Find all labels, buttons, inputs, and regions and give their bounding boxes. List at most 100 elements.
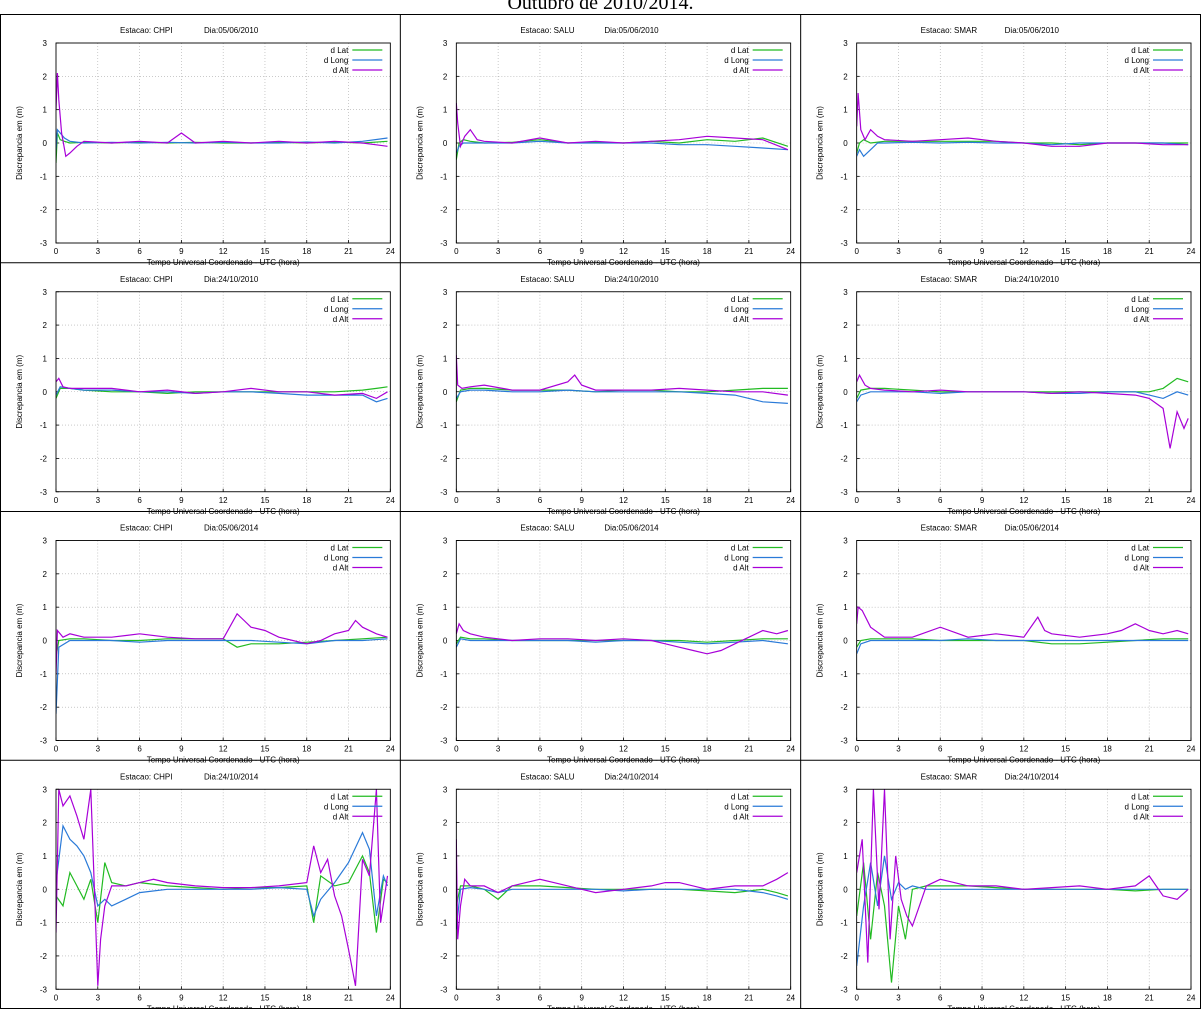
series-line-d-alt bbox=[56, 789, 389, 987]
y-tick-label: 1 bbox=[843, 852, 848, 861]
y-tick-label: 3 bbox=[843, 288, 848, 297]
series-line-d-long bbox=[56, 128, 388, 150]
y-tick-label: -3 bbox=[40, 737, 48, 746]
legend-label: d Alt bbox=[333, 564, 349, 573]
x-tick-label: 3 bbox=[96, 247, 101, 256]
x-tick-label: 12 bbox=[619, 496, 628, 505]
legend-label: d Alt bbox=[1133, 66, 1149, 75]
plot-frame bbox=[856, 42, 1192, 244]
y-tick-label: -1 bbox=[40, 919, 48, 928]
y-tick-label: 2 bbox=[843, 72, 848, 81]
y-axis-label: Discrepancia em (m) bbox=[415, 603, 424, 677]
y-tick-label: 1 bbox=[443, 354, 448, 363]
series-line-d-long bbox=[456, 389, 788, 404]
series-line-d-long bbox=[56, 386, 388, 403]
x-tick-label: 6 bbox=[538, 496, 543, 505]
legend-label: d Long bbox=[324, 305, 348, 314]
series-line-d-alt bbox=[456, 839, 789, 940]
y-tick-label: 3 bbox=[443, 39, 448, 48]
legend-label: d Lat bbox=[731, 295, 750, 304]
chart-title: Estacao: SMAR bbox=[921, 524, 978, 533]
chart-title: Estacao: CHPI bbox=[120, 524, 172, 533]
y-axis-label: Discrepancia em (m) bbox=[415, 355, 424, 429]
x-axis-label: Tempo Universal Coordenado - UTC (hora) bbox=[547, 756, 700, 765]
y-axis-label: Discrepancia em (m) bbox=[816, 355, 825, 429]
series-line-d-alt bbox=[456, 622, 789, 655]
y-tick-label: 0 bbox=[443, 637, 448, 646]
x-tick-label: 21 bbox=[1145, 247, 1154, 256]
y-axis-label: Discrepancia em (m) bbox=[15, 106, 24, 180]
x-tick-label: 6 bbox=[137, 745, 142, 754]
x-axis-label: Tempo Universal Coordenado - UTC (hora) bbox=[947, 507, 1100, 516]
y-tick-label: -2 bbox=[40, 952, 48, 961]
legend-label: d Alt bbox=[333, 66, 349, 75]
series-line-d-lat bbox=[56, 854, 388, 933]
chart-title: Estacao: SALU bbox=[520, 26, 574, 35]
chart-subtitle: Dia:24/10/2010 bbox=[204, 275, 259, 284]
legend-label: d Long bbox=[324, 554, 348, 563]
x-tick-label: 18 bbox=[302, 496, 311, 505]
y-tick-label: 1 bbox=[443, 106, 448, 115]
chart-title: Estacao: SMAR bbox=[921, 772, 978, 781]
y-tick-label: -3 bbox=[40, 985, 48, 994]
y-tick-label: 1 bbox=[843, 603, 848, 612]
y-tick-label: 1 bbox=[443, 603, 448, 612]
y-tick-label: 2 bbox=[443, 570, 448, 579]
x-tick-label: 21 bbox=[744, 496, 753, 505]
legend-label: d Long bbox=[1125, 554, 1149, 563]
legend-label: d Lat bbox=[1131, 46, 1150, 55]
y-tick-label: -2 bbox=[440, 952, 448, 961]
y-tick-label: -2 bbox=[841, 703, 849, 712]
x-tick-label: 6 bbox=[137, 993, 142, 1002]
series-line-d-long bbox=[56, 638, 388, 714]
series-line-d-alt bbox=[456, 355, 788, 396]
y-tick-label: 0 bbox=[43, 388, 48, 397]
series-line-d-long bbox=[856, 391, 1189, 403]
x-tick-label: 3 bbox=[96, 745, 101, 754]
x-tick-label: 3 bbox=[96, 993, 101, 1002]
y-tick-label: -3 bbox=[440, 488, 448, 497]
x-tick-label: 18 bbox=[302, 745, 311, 754]
x-axis-label: Tempo Universal Coordenado - UTC (hora) bbox=[547, 507, 700, 516]
chart-subtitle: Dia:05/06/2010 bbox=[204, 26, 259, 35]
y-tick-label: -3 bbox=[841, 488, 849, 497]
x-tick-label: 24 bbox=[386, 496, 395, 505]
x-tick-label: 9 bbox=[179, 496, 184, 505]
chart-subtitle: Dia:05/06/2014 bbox=[204, 524, 259, 533]
x-tick-label: 21 bbox=[344, 745, 353, 754]
x-tick-label: 9 bbox=[579, 993, 584, 1002]
y-tick-label: 2 bbox=[843, 321, 848, 330]
legend-label: d Long bbox=[1125, 305, 1149, 314]
y-tick-label: 0 bbox=[443, 885, 448, 894]
x-tick-label: 15 bbox=[661, 993, 670, 1002]
x-tick-label: 6 bbox=[938, 993, 943, 1002]
x-tick-label: 18 bbox=[703, 745, 712, 754]
chart-subtitle: Dia:24/10/2010 bbox=[1005, 275, 1060, 284]
y-tick-label: -1 bbox=[440, 172, 448, 181]
x-tick-label: 15 bbox=[1061, 993, 1070, 1002]
x-tick-label: 18 bbox=[703, 993, 712, 1002]
legend-label: d Alt bbox=[733, 812, 749, 821]
y-tick-label: 0 bbox=[43, 885, 48, 894]
chart-subtitle: Dia:05/06/2014 bbox=[604, 524, 659, 533]
x-tick-label: 0 bbox=[854, 247, 859, 256]
x-tick-label: 18 bbox=[1103, 247, 1112, 256]
x-tick-label: 3 bbox=[496, 247, 501, 256]
legend-label: d Alt bbox=[333, 315, 349, 324]
legend-label: d Lat bbox=[731, 544, 750, 553]
chart-title: Estacao: SMAR bbox=[921, 26, 978, 35]
legend-label: d Alt bbox=[1133, 812, 1149, 821]
x-tick-label: 24 bbox=[1187, 745, 1196, 754]
y-tick-label: 0 bbox=[843, 388, 848, 397]
x-tick-label: 12 bbox=[619, 745, 628, 754]
x-tick-label: 12 bbox=[219, 745, 228, 754]
plot-frame bbox=[55, 540, 391, 741]
chart-subtitle: Dia:05/06/2014 bbox=[1005, 524, 1060, 533]
x-axis-label: Tempo Universal Coordenado - UTC (hora) bbox=[147, 1004, 300, 1009]
x-tick-label: 24 bbox=[786, 993, 795, 1002]
legend-label: d Alt bbox=[333, 812, 349, 821]
y-tick-label: -1 bbox=[841, 670, 849, 679]
